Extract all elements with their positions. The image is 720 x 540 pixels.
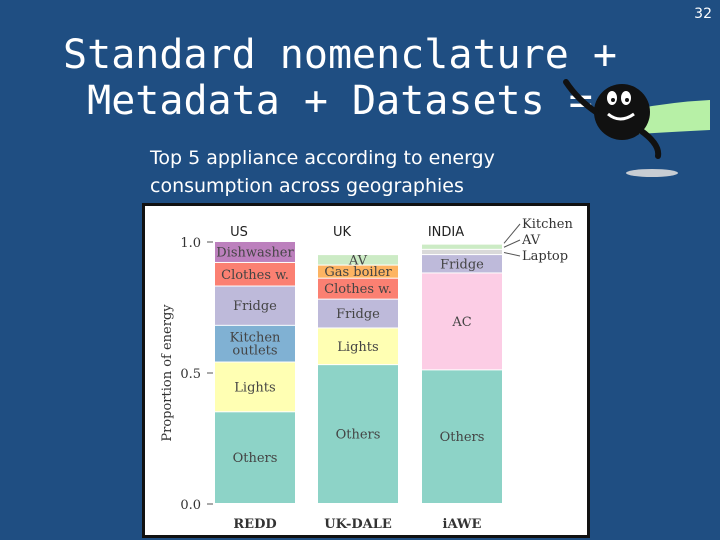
stacked-bar-chart: 0.0 0.5 1.0 Proportion of energy Others Light… bbox=[142, 203, 590, 538]
running-cartoon-character-icon bbox=[563, 79, 710, 177]
segment-label-REDD-0: Others bbox=[233, 451, 278, 466]
segment-label-UK-DALE-4: Gas boiler bbox=[324, 265, 392, 280]
subtitle-line-1: Top 5 appliance according to energy bbox=[150, 147, 495, 169]
slide-number: 32 bbox=[694, 6, 712, 22]
x-category-label-2: iAWE bbox=[443, 517, 482, 532]
segment-label-iAWE-1: AC bbox=[451, 315, 471, 330]
character-arm bbox=[563, 79, 599, 115]
bar-segment-UK-DALE-0 bbox=[318, 365, 398, 503]
bar-segment-iAWE-1 bbox=[422, 273, 502, 370]
title-line-1: Standard nomenclature + bbox=[63, 32, 617, 78]
bar-segment-iAWE-0 bbox=[422, 370, 502, 503]
side-label-0: Kitchen bbox=[522, 217, 573, 232]
side-label-2: Laptop bbox=[522, 249, 568, 264]
segment-label-REDD-2-1: outlets bbox=[232, 344, 277, 359]
segment-label-UK-DALE-5: AV bbox=[348, 253, 368, 268]
character-eye-right bbox=[621, 91, 631, 105]
bar-segment-UK-DALE-4 bbox=[318, 265, 398, 278]
bar-segment-iAWE-5 bbox=[422, 242, 502, 244]
bar-segment-UK-DALE-3 bbox=[318, 278, 398, 299]
y-axis-label: Proportion of energy bbox=[160, 304, 175, 442]
y-tick-label-2: 1.0 bbox=[180, 236, 201, 251]
bar-header-2: INDIA bbox=[428, 225, 464, 240]
segment-label-UK-DALE-2: Fridge bbox=[336, 307, 380, 322]
bar-segment-iAWE-2 bbox=[422, 255, 502, 273]
bar-segment-UK-DALE-5 bbox=[318, 255, 398, 265]
bar-segment-REDD-4 bbox=[215, 262, 295, 286]
title-line-2: Metadata + Datasets = bbox=[87, 78, 593, 124]
side-label-1: AV bbox=[521, 233, 541, 248]
side-label-pointer-2 bbox=[503, 251, 521, 257]
segment-label-REDD-1: Lights bbox=[234, 380, 275, 395]
slide-title: Standard nomenclature + Metadata + Datas… bbox=[60, 32, 620, 124]
slide-subtitle: Top 5 appliance according to energy cons… bbox=[150, 144, 610, 200]
bar-segment-REDD-0 bbox=[215, 412, 295, 503]
segment-label-REDD-3: Fridge bbox=[233, 299, 277, 314]
chart-canvas: 0.0 0.5 1.0 Proportion of energy Others Light… bbox=[160, 217, 573, 532]
character-shadow bbox=[626, 169, 678, 177]
bar-segment-iAWE-4 bbox=[422, 244, 502, 249]
segment-label-UK-DALE-0: Others bbox=[336, 428, 381, 443]
segment-label-REDD-5: Dishwasher bbox=[216, 245, 294, 260]
side-label-pointer-1 bbox=[503, 239, 521, 248]
x-category-label-0: REDD bbox=[233, 517, 276, 532]
character-smile bbox=[607, 112, 635, 121]
segment-label-REDD-2-0: Kitchen bbox=[230, 331, 281, 346]
speed-trail bbox=[630, 100, 710, 134]
bar-header-0: US bbox=[230, 225, 248, 240]
bar-segment-REDD-2 bbox=[215, 325, 295, 362]
x-category-label-1: UK-DALE bbox=[324, 517, 392, 532]
character-leg bbox=[637, 127, 662, 159]
bar-segment-REDD-3 bbox=[215, 286, 295, 325]
bar-segment-iAWE-3 bbox=[422, 249, 502, 255]
segment-label-iAWE-0: Others bbox=[440, 430, 485, 445]
bar-segment-REDD-5 bbox=[215, 242, 295, 262]
y-tick-label-0: 0.0 bbox=[180, 498, 201, 513]
segment-label-iAWE-2: Fridge bbox=[440, 257, 484, 272]
segment-label-REDD-4: Clothes w. bbox=[221, 268, 289, 283]
side-label-pointer-0 bbox=[503, 223, 521, 244]
bar-segment-UK-DALE-1 bbox=[318, 328, 398, 365]
bar-segment-REDD-1 bbox=[215, 362, 295, 412]
y-tick-label-1: 0.5 bbox=[180, 367, 201, 382]
bar-segment-UK-DALE-2 bbox=[318, 299, 398, 328]
subtitle-line-2: consumption across geographies bbox=[150, 175, 464, 197]
bar-header-1: UK bbox=[333, 225, 352, 240]
segment-label-UK-DALE-1: Lights bbox=[337, 340, 378, 355]
segment-label-UK-DALE-3: Clothes w. bbox=[324, 282, 392, 297]
character-eye-left bbox=[607, 91, 617, 105]
